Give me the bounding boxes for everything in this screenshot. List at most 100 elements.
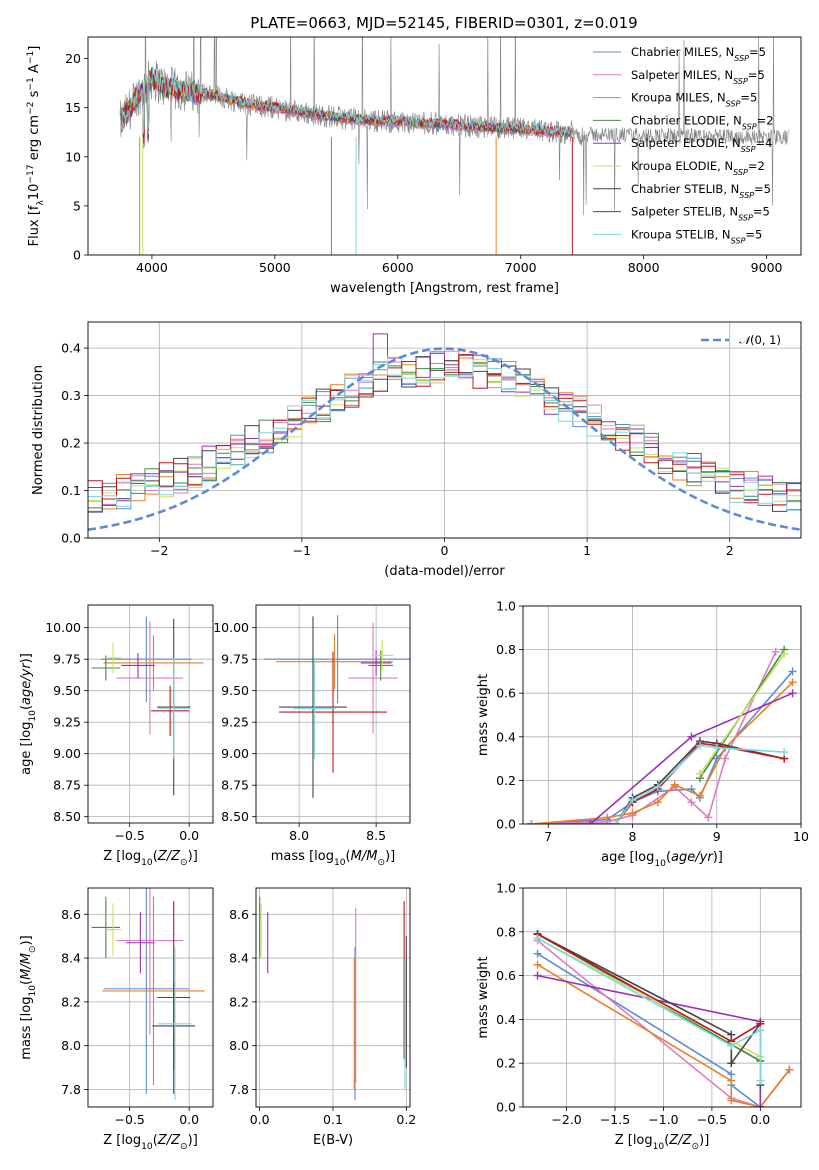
model-spectrum-chabrier-stelib — [120, 67, 573, 142]
model-spectrum-kroupa-stelib — [120, 66, 573, 135]
x-tick-label: −2 — [150, 543, 168, 558]
weight-marker — [756, 1103, 765, 1107]
y-tick-label: 0.0 — [496, 817, 516, 832]
weight-marker — [533, 934, 542, 943]
errorbar-chabrier-elodie — [91, 655, 121, 681]
panel-age-vs-Z: −0.5 0.0 8.50 8.75 9.00 9.25 9.50 9.75 10.00 Z [l… — [19, 604, 214, 868]
panel-mass-vs-Z: −0.5 0.0 7.8 8.0 8.2 8.4 8.6 Z [log10(Z/Z⊙)] mas… — [19, 887, 214, 1152]
weight-line — [531, 692, 793, 824]
weight-marker — [727, 1096, 736, 1105]
x-tick-label: −1.5 — [600, 1112, 630, 1127]
y-tick-label: 0.3 — [61, 388, 81, 403]
weight-line-salpeter-elodie — [527, 689, 797, 824]
weight-marker — [727, 1041, 736, 1050]
errorbar-salpeter-stelib — [279, 651, 387, 773]
x-tick-label: 0.0 — [750, 1112, 770, 1127]
y-tick-label: 8.75 — [53, 778, 81, 793]
errorbar-kroupa-stelib — [292, 657, 337, 759]
y-axis-label: mass [log10(M/M⊙)] — [19, 935, 38, 1059]
y-tick-label: 8.4 — [229, 951, 249, 966]
histogram-chabrier-stelib — [88, 356, 801, 513]
weight-marker — [756, 1076, 765, 1085]
weight-line — [531, 681, 794, 824]
legend-entry-salpeter-miles: Salpeter MILES, NSSP=5 — [631, 68, 765, 86]
legend-entry-salpeter-stelib: Salpeter STELIB, NSSP=5 — [631, 205, 770, 223]
weight-marker — [727, 1059, 736, 1068]
weight-marker — [533, 949, 542, 958]
x-axis-label: age [log10(age/yr)] — [601, 850, 723, 869]
plot-area — [88, 333, 801, 531]
weight-line-chabrier-stelib — [527, 737, 789, 824]
x-tick-label: −2.0 — [551, 1112, 581, 1127]
plot-area — [533, 929, 794, 1107]
legend-entry-chabrier-miles: Chabrier MILES, NSSP=5 — [631, 45, 766, 63]
errorbar-salpeter-elodie — [121, 652, 155, 679]
weight-line-salpeter-miles — [527, 647, 780, 824]
weight-marker — [788, 667, 797, 676]
weight-marker — [628, 796, 637, 805]
errorbar-chabrier-miles — [103, 888, 190, 1094]
weight-marker — [527, 820, 536, 824]
plot-area — [91, 888, 205, 1101]
y-tick-label: 9.50 — [221, 683, 249, 698]
y-tick-label: 0.4 — [61, 341, 81, 356]
y-axis-label: mass weight — [476, 674, 491, 756]
weight-line-salpeter-stelib — [533, 929, 765, 1046]
x-tick-label: 0.0 — [179, 828, 199, 843]
errorbar-kroupa-stelib — [158, 657, 190, 759]
y-tick-label: 8.6 — [229, 907, 249, 922]
plot-area — [91, 616, 204, 796]
x-tick-label: −0.5 — [114, 828, 144, 843]
y-tick-label: 0.8 — [496, 924, 516, 939]
panel-weight-vs-Z: −2.0 −1.5 −1.0 −0.5 0.0 0.0 0.2 0.4 0.6 0.8 1.0 Z [… — [476, 881, 802, 1152]
x-axis-label: E(B-V) — [313, 1133, 353, 1148]
weight-line — [537, 933, 761, 1043]
weight-marker — [771, 647, 780, 656]
x-tick-label: 0.2 — [396, 1112, 416, 1127]
weight-marker — [780, 649, 789, 658]
y-axis-label: Normed distribution — [31, 365, 46, 495]
errorbar-kroupa-elodie — [371, 640, 394, 671]
y-tick-label: 8.6 — [61, 907, 81, 922]
y-tick-label: 20 — [65, 51, 81, 66]
x-tick-label: 4000 — [136, 260, 168, 275]
x-tick-label: 6000 — [382, 260, 414, 275]
y-tick-label: 0.6 — [496, 686, 516, 701]
x-tick-label: 8 — [629, 829, 637, 844]
weight-marker — [628, 809, 637, 818]
weight-marker — [687, 798, 696, 807]
x-tick-label: 0.1 — [323, 1112, 343, 1127]
x-tick-label: 8000 — [628, 260, 660, 275]
errorbar-chabrier-miles — [101, 616, 192, 703]
panel-weight-vs-age: 7 8 9 10 0.0 0.2 0.4 0.6 0.8 1.0 age [log10(age/yr… — [476, 599, 809, 870]
x-tick-label: −1 — [293, 543, 311, 558]
errorbar-chabrier-stelib — [279, 616, 347, 798]
plot-area — [527, 645, 797, 824]
y-tick-label: 1.0 — [496, 599, 516, 614]
y-tick-label: 9.75 — [221, 652, 249, 667]
y-tick-label: 9.00 — [221, 746, 249, 761]
axes-frame — [522, 605, 802, 825]
errorbar-salpeter-elodie — [360, 650, 392, 676]
plot-area — [259, 896, 407, 1101]
weight-marker — [533, 960, 542, 969]
y-tick-label: 9.00 — [53, 746, 81, 761]
weight-marker — [611, 820, 620, 824]
legend-entry-kroupa-elodie: Kroupa ELODIE, NSSP=2 — [631, 159, 765, 177]
x-axis-label: Z [log10(Z/Z⊙)] — [103, 849, 198, 868]
errorbar-kroupa-elodie — [104, 642, 122, 674]
weight-marker — [653, 782, 662, 791]
y-tick-label: 0.0 — [61, 531, 81, 546]
axes-frame — [87, 321, 802, 539]
y-tick-label: 8.50 — [221, 809, 249, 824]
x-tick-label: 0 — [441, 543, 449, 558]
axes-frame — [255, 604, 411, 824]
axes-frame — [255, 887, 411, 1108]
figure-title: PLATE=0663, MJD=52145, FIBERID=0301, z=0… — [250, 14, 637, 32]
x-axis-label: Z [log10(Z/Z⊙)] — [615, 1133, 710, 1152]
weight-marker — [695, 769, 704, 778]
weight-line — [537, 937, 762, 1081]
errorbar-salpeter-miles — [116, 621, 184, 735]
y-tick-label: 7.8 — [229, 1082, 249, 1097]
